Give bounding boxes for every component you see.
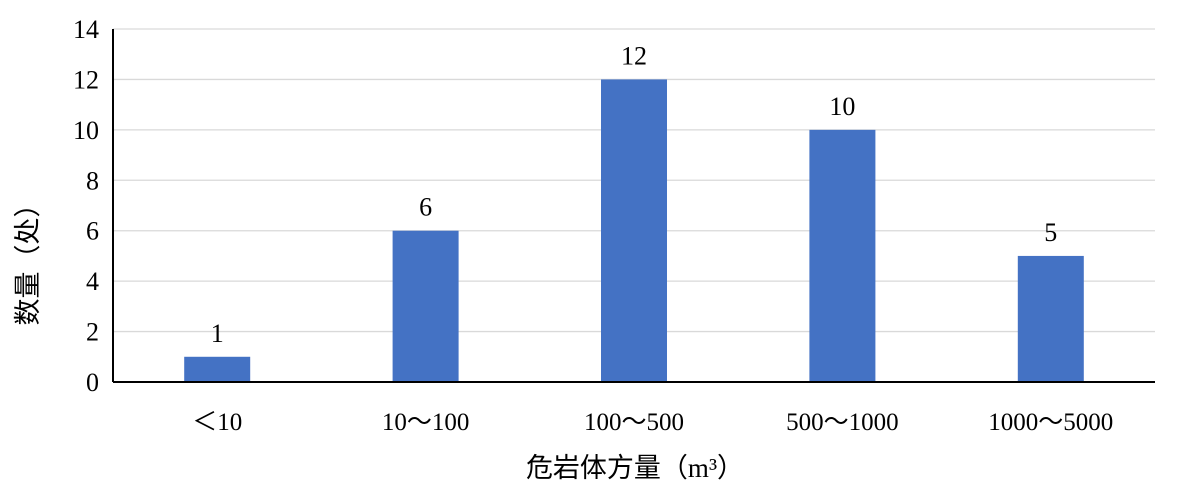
data-label: 5 (1044, 218, 1057, 247)
y-axis-title: 数量（处） (13, 191, 43, 326)
y-tick-label: 2 (86, 318, 99, 347)
bar (184, 356, 251, 382)
data-label: 1 (211, 319, 224, 348)
data-label: 12 (621, 41, 647, 70)
y-tick-label: 10 (73, 116, 99, 145)
x-tick-labels: ＜10 10～100 100～500 500～1000 1000～5000 (192, 409, 1113, 436)
bar (1017, 255, 1084, 382)
bar (809, 129, 876, 382)
x-tick-label: 1000～5000 (988, 409, 1113, 436)
x-tick-label: 10～100 (382, 409, 470, 436)
y-tick-label: 8 (86, 166, 99, 195)
y-tick-label: 4 (86, 267, 99, 296)
x-tick-label: 100～500 (584, 409, 684, 436)
bar (392, 230, 459, 382)
x-axis-title: 危岩体方量（m³） (526, 453, 744, 483)
data-label: 6 (419, 193, 432, 222)
x-tick-label: ＜10 (192, 409, 242, 436)
y-tick-labels: 0 2 4 6 8 10 12 14 (73, 15, 99, 397)
data-label: 10 (829, 92, 855, 121)
y-tick-label: 14 (73, 15, 99, 44)
bar (601, 79, 667, 382)
x-tick-label: 500～1000 (786, 409, 899, 436)
y-tick-label: 0 (86, 368, 99, 397)
y-tick-label: 6 (86, 217, 99, 246)
data-labels: 1 6 12 10 5 (211, 41, 1058, 347)
y-tick-label: 12 (73, 65, 99, 94)
bars (184, 79, 1084, 382)
axes (112, 29, 1155, 383)
